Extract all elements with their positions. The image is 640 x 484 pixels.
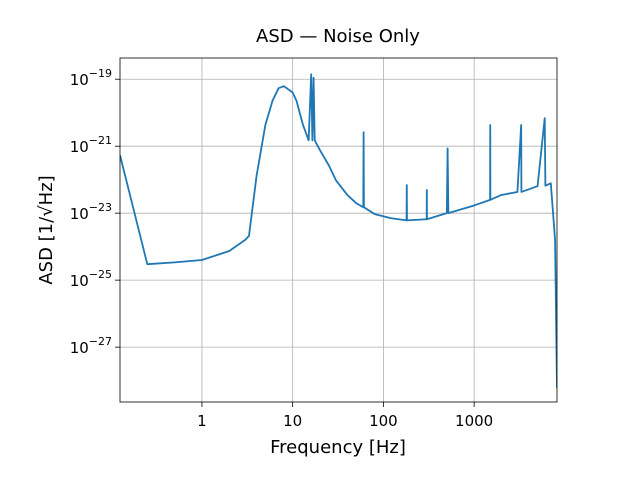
y-tick-label: 10−27 bbox=[70, 335, 112, 357]
y-tick-exponent: −27 bbox=[89, 335, 112, 348]
x-tick-label: 1 bbox=[197, 412, 207, 430]
x-tick-label: 1000 bbox=[455, 412, 493, 430]
y-tick-exponent: −25 bbox=[89, 268, 112, 281]
y-axis-label: ASD [1/√Hz] bbox=[36, 175, 57, 284]
y-tick-base: 10 bbox=[70, 272, 89, 290]
y-tick-base: 10 bbox=[70, 205, 89, 223]
y-tick-label: 10−23 bbox=[70, 201, 112, 223]
y-tick-base: 10 bbox=[70, 71, 89, 89]
y-tick-exponent: −23 bbox=[89, 201, 112, 214]
y-tick-exponent: −21 bbox=[89, 134, 112, 147]
y-tick-base: 10 bbox=[70, 138, 89, 156]
y-tick-label: 10−25 bbox=[70, 268, 112, 290]
x-axis-label: Frequency [Hz] bbox=[270, 437, 406, 458]
x-tick-label: 100 bbox=[369, 412, 398, 430]
chart-title: ASD — Noise Only bbox=[256, 26, 420, 47]
y-tick-base: 10 bbox=[70, 339, 89, 357]
x-tick-label: 10 bbox=[283, 412, 302, 430]
y-tick-label: 10−19 bbox=[70, 67, 112, 89]
y-tick-label: 10−21 bbox=[70, 134, 112, 156]
asd-line bbox=[120, 73, 557, 389]
plot-frame bbox=[119, 57, 558, 403]
y-tick-exponent: −19 bbox=[89, 67, 112, 80]
